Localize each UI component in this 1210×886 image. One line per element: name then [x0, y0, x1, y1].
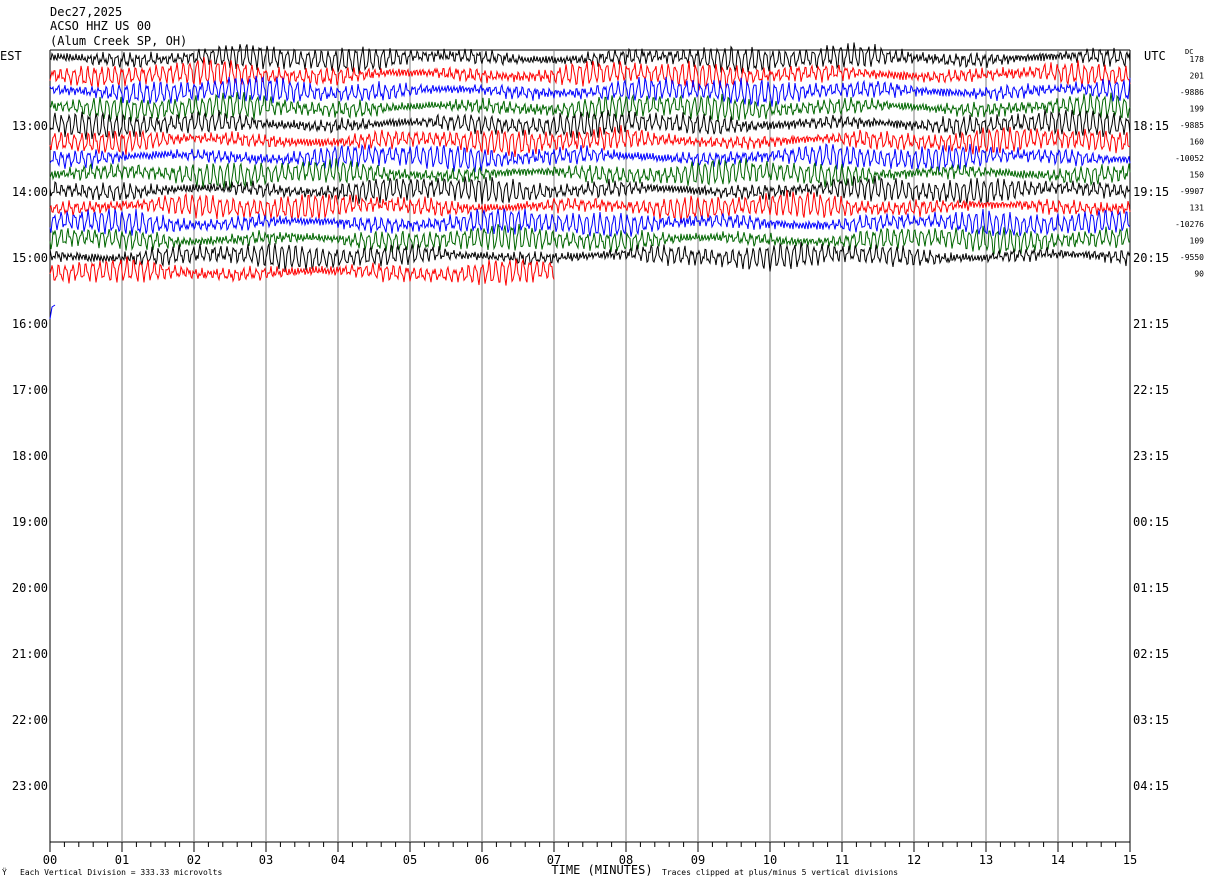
- seismic-trace: [49, 256, 555, 286]
- dc-offset-label: -10052: [1175, 154, 1204, 163]
- right-hour-label: 01:15: [1133, 581, 1169, 595]
- header-station: ACSO HHZ US 00: [50, 19, 152, 33]
- right-hour-label: 19:15: [1133, 185, 1169, 199]
- dc-label: DC: [1185, 48, 1194, 56]
- right-hour-label: 21:15: [1133, 317, 1169, 331]
- left-timezone-label: EST: [0, 49, 22, 63]
- dc-offset-label: 131: [1190, 204, 1205, 213]
- left-hour-label: 13:00: [12, 119, 48, 133]
- dc-offset-label: 199: [1190, 105, 1205, 114]
- dc-offset-label: -9885: [1180, 121, 1204, 130]
- seismic-trace: [49, 175, 1131, 205]
- seismic-trace: [49, 109, 1131, 140]
- right-hour-label: 00:15: [1133, 515, 1169, 529]
- dc-offset-label: 160: [1190, 138, 1205, 147]
- left-hour-label: 20:00: [12, 581, 48, 595]
- seismic-trace: [49, 57, 1131, 91]
- dc-offset-label: 201: [1190, 72, 1205, 81]
- left-hour-label: 23:00: [12, 779, 48, 793]
- x-tick-label: 03: [259, 853, 273, 867]
- dc-offset-label: -9886: [1180, 88, 1204, 97]
- seismic-trace: [49, 75, 1131, 107]
- left-hour-label: 21:00: [12, 647, 48, 661]
- seismic-trace: [49, 223, 1130, 255]
- dc-offset-label: 178: [1190, 55, 1205, 64]
- left-hour-label: 22:00: [12, 713, 48, 727]
- seismic-trace: [49, 241, 1131, 272]
- right-hour-label: 20:15: [1133, 251, 1169, 265]
- right-hour-label: 22:15: [1133, 383, 1169, 397]
- clip-note: Traces clipped at plus/minus 5 vertical …: [662, 868, 899, 877]
- seismic-trace: [49, 190, 1131, 223]
- dc-offset-label: -9907: [1180, 187, 1204, 196]
- right-hour-label: 23:15: [1133, 449, 1169, 463]
- x-tick-label: 07: [547, 853, 561, 867]
- x-tick-label: 08: [619, 853, 633, 867]
- right-hour-label: 02:15: [1133, 647, 1169, 661]
- right-hour-label: 04:15: [1133, 779, 1169, 793]
- x-tick-label: 06: [475, 853, 489, 867]
- scale-note: Each Vertical Division = 333.33 microvol…: [20, 868, 223, 877]
- x-tick-label: 13: [979, 853, 993, 867]
- seismic-trace: [49, 92, 1131, 123]
- seismic-trace: [49, 125, 1131, 158]
- x-tick-label: 15: [1123, 853, 1137, 867]
- left-hour-label: 14:00: [12, 185, 48, 199]
- x-tick-label: 04: [331, 853, 345, 867]
- right-hour-label: 03:15: [1133, 713, 1169, 727]
- dc-offset-label: 150: [1190, 171, 1205, 180]
- left-hour-label: 16:00: [12, 317, 48, 331]
- left-hour-label: 18:00: [12, 449, 48, 463]
- x-axis-title: TIME (MINUTES): [551, 863, 652, 877]
- x-tick-label: 14: [1051, 853, 1065, 867]
- x-tick-label: 09: [691, 853, 705, 867]
- header-date: Dec27,2025: [50, 5, 123, 19]
- x-tick-label: 02: [187, 853, 201, 867]
- x-tick-label: 11: [835, 853, 849, 867]
- left-hour-label: 19:00: [12, 515, 48, 529]
- header-location: (Alum Creek SP, OH): [50, 34, 188, 48]
- dc-offset-label: 90: [1194, 270, 1204, 279]
- x-tick-label: 01: [115, 853, 129, 867]
- right-hour-label: 18:15: [1133, 119, 1169, 133]
- dc-offset-label: 109: [1190, 237, 1205, 246]
- left-hour-label: 15:00: [12, 251, 48, 265]
- x-tick-label: 05: [403, 853, 417, 867]
- seismic-trace: [49, 158, 1131, 189]
- seismic-trace: [49, 208, 1131, 237]
- dc-offset-label: -9550: [1180, 253, 1204, 262]
- right-timezone-label: UTC: [1144, 49, 1166, 63]
- dc-offset-label: -10276: [1175, 220, 1204, 229]
- seismic-trace: [49, 143, 1131, 173]
- x-tick-label: 10: [763, 853, 777, 867]
- corner-mark: Ÿ: [2, 868, 7, 877]
- x-tick-label: 00: [43, 853, 57, 867]
- left-hour-label: 17:00: [12, 383, 48, 397]
- seismic-trace: [49, 304, 56, 320]
- x-tick-label: 12: [907, 853, 921, 867]
